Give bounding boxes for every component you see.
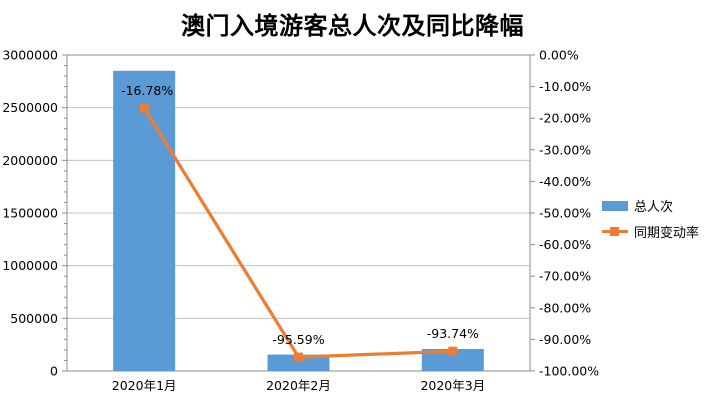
bar-total-visitors[interactable] [267,354,330,371]
line-swatch-marker-icon [610,227,619,236]
left-axis-tick-label: 1500000 [2,206,58,221]
legend-label-total-visitors: 总人次 [634,200,674,215]
point-label: -93.74% [427,326,479,341]
right-axis-tick-label: 0.00% [539,48,579,63]
left-axis-tick-label: 2000000 [2,153,58,168]
left-axis-tick-label: 3000000 [2,48,58,63]
yoy-trend-line [142,107,453,359]
left-axis-tick-label: 1000000 [2,258,58,273]
line-marker[interactable] [139,103,149,113]
right-axis-tick-label: -40.00% [539,174,591,189]
right-axis-tick-label: -50.00% [539,206,591,221]
left-axis-tick-label: 2500000 [2,100,58,115]
right-axis-tick-label: -20.00% [539,111,591,126]
chart-title: 澳门入境游客总人次及同比降幅 [181,11,524,40]
x-axis-label: 2020年1月 [112,378,177,393]
right-axis-tick-label: -70.00% [539,269,591,284]
right-axis-tick-label: -100.00% [539,364,599,379]
legend-label-yoy-change: 同期变动率 [634,226,700,241]
bar-series-swatch-icon [602,200,628,211]
point-label: -16.78% [121,83,173,98]
legend-item-yoy-change[interactable]: 同期变动率 [602,222,699,241]
point-label: -95.59% [272,332,324,347]
x-axis-label: 2020年2月 [266,378,331,393]
right-axis-tick-label: -60.00% [539,237,591,252]
bar-total-visitors[interactable] [421,348,484,371]
line-series-swatch-icon [602,227,628,236]
line-marker[interactable] [294,352,303,362]
right-axis-tick-label: -30.00% [539,142,591,157]
right-axis-tick-label: -80.00% [539,300,591,315]
line-marker[interactable] [448,346,458,356]
legend-item-total-visitors[interactable]: 总人次 [602,196,699,215]
right-axis-tick-label: -10.00% [539,79,591,94]
left-axis-tick-label: 500000 [10,311,58,326]
left-axis-tick-label: 0 [50,364,58,379]
right-axis-tick-label: -90.00% [539,332,591,347]
x-axis-label: 2020年3月 [420,378,485,393]
bar-total-visitors[interactable] [113,70,176,372]
legend: 总人次 同期变动率 [602,196,699,241]
